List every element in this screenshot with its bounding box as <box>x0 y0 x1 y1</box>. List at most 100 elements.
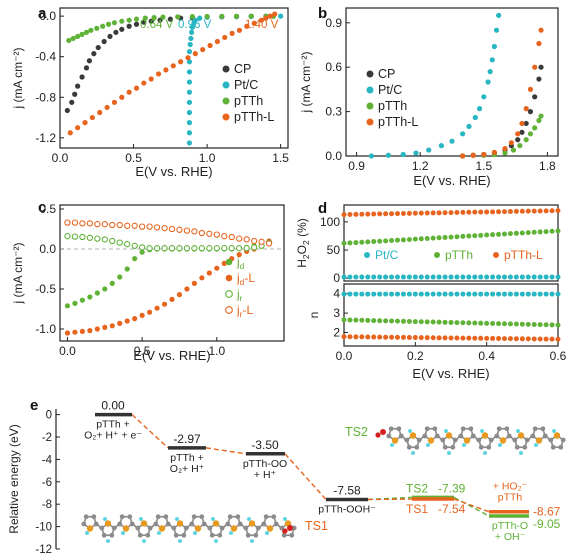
panel-b-pTTh-point <box>532 125 538 131</box>
panel-a-pTTh-point <box>160 14 166 20</box>
ylabel-part: 2 <box>301 254 311 259</box>
carbon-atom <box>207 525 213 531</box>
panel-a-pTTh-point <box>175 14 181 20</box>
carbon-atom <box>245 532 251 538</box>
oxygen-atom <box>380 429 386 435</box>
panel-d-bottom-pTTh-point <box>412 319 418 325</box>
panel-b: b0.9 1.2 1.5 1.80.00.30.60.9E(V vs. RHE)j (… <box>299 5 559 188</box>
panel-b-Pt/C-point <box>472 114 478 121</box>
panel-d-top-Pt/C-point <box>395 274 400 280</box>
panel-a-pTTh-L-point <box>119 94 125 100</box>
panel-c-legend-label: jd <box>236 255 245 271</box>
panel-a-pTTh-L-point <box>229 30 235 36</box>
panel-c-j_d-point <box>87 294 93 300</box>
panel-c-j_r-L-point <box>183 227 191 234</box>
panel-a-pTTh-point <box>83 29 90 35</box>
panel-c-j_d-point <box>79 297 85 303</box>
panel-b-Pt/C-point <box>487 69 493 75</box>
carbon-atom <box>261 521 267 527</box>
panel-d-bottom-pTTh-L-point <box>513 336 519 342</box>
panel-d-bottom-Pt/C-point <box>371 291 377 297</box>
panel-e-value-label: -7.58 <box>333 483 361 497</box>
panel-d-top-Pt/C-point <box>400 274 406 280</box>
panel-c-j_r-point <box>191 245 198 252</box>
panel-d-top-pTTh-L-point <box>389 211 395 217</box>
panel-d-top-Pt/C-point <box>466 274 472 280</box>
panel-d-bottom-pTTh-L-point <box>507 336 513 342</box>
sulfur-atom <box>517 432 525 439</box>
panel-d-top-pTTh-L-point <box>436 210 442 216</box>
hydrogen-atom <box>193 531 197 535</box>
oxygen-atom <box>287 525 293 531</box>
panel-d-top-Pt/C-point <box>531 274 537 280</box>
panel-c-j_d-L-point <box>79 328 85 334</box>
panel-c-j_r-L-point <box>265 240 273 247</box>
panel-d-bottom-pTTh-point <box>466 320 472 326</box>
panel-d-top-Pt/C-point <box>436 274 442 280</box>
panel-b-pTTh-L-point <box>502 146 508 152</box>
panel-b-Pt/C-point <box>449 138 455 144</box>
panel-a-legend-marker <box>222 81 230 89</box>
panel-d-bottom-Pt/C-point <box>525 291 531 297</box>
panel-b-xtick-label: 1.5 <box>475 159 492 173</box>
panel-c-j_r-L-point <box>109 221 116 229</box>
panel-d-top-pTTh-point <box>353 240 359 246</box>
panel-a-pTTh-L-point <box>207 42 213 49</box>
panel-d-bottom-xtick-label: 0.0 <box>336 349 353 363</box>
panel-d-bottom-pTTh-point <box>383 318 389 324</box>
panel-e-ts1-structure <box>81 514 297 543</box>
panel-c-j_r-point <box>198 245 206 252</box>
panel-b-pTTh-L-point <box>527 86 534 92</box>
hydrogen-atom <box>552 429 556 433</box>
panel-d-xlabel: E(V vs. RHE) <box>412 366 489 381</box>
panel-d-bottom-pTTh-point <box>400 318 406 324</box>
panel-d-top-pTTh-point <box>406 236 412 242</box>
panel-b-Pt/C-point <box>476 106 483 112</box>
panel-a-pTTh-L-point <box>272 11 278 17</box>
panel-c-legend-label: jr <box>236 287 243 303</box>
panel-a-pTTh-L-point <box>126 89 132 95</box>
panel-a-pTTh-L-point <box>200 46 206 53</box>
panel-b-Pt/C-point <box>385 152 391 158</box>
panel-d-top-pTTh-point <box>496 231 502 237</box>
hydrogen-atom <box>178 539 182 543</box>
panel-d-bottom-pTTh-L-point <box>502 336 507 342</box>
panel-d-top-pTTh-point <box>389 238 395 244</box>
panel-d-top-pTTh-point <box>418 236 424 242</box>
panel-e-state-label: pTTh + <box>170 452 204 464</box>
panel-c-j_r-point <box>101 236 108 243</box>
panel-c-j_d-L-point <box>87 328 93 334</box>
panel-c-j_d-point <box>124 266 130 272</box>
carbon-atom <box>386 433 392 439</box>
panel-d-top-pTTh-point <box>525 230 531 236</box>
panel-e-state-label: + OH⁻ <box>495 531 526 543</box>
sulfur-atom <box>409 432 417 439</box>
panel-d-bottom-Pt/C-point <box>502 291 507 297</box>
panel-c-j_r-L-point <box>124 222 131 229</box>
panel-c-j_r-L-point <box>161 225 168 232</box>
panel-d-legend-label: pTTh-L <box>504 248 543 262</box>
panel-d-bottom-pTTh-L-point <box>472 335 478 341</box>
panel-d-bottom-Pt/C-point <box>513 291 519 297</box>
carbon-atom <box>109 532 115 538</box>
panel-e-state-label: pTTh <box>498 492 523 504</box>
panel-e-connector <box>131 414 169 449</box>
panel-d-top-Pt/C-point <box>543 274 549 280</box>
panel-d-bottom-Pt/C-point <box>519 291 525 297</box>
panel-b-pTTh-L-point <box>523 106 529 112</box>
panel-a-pTTh-L-point <box>263 15 269 21</box>
panel-d-bottom-pTTh-L-point <box>490 335 496 341</box>
panel-a-frame <box>59 7 289 149</box>
panel-b-xtick-label: 0.9 <box>348 159 365 173</box>
panel-a-pTTh-point <box>248 13 254 19</box>
panel-d-top-pTTh-point <box>531 229 537 235</box>
panel-d-top-pTTh-point <box>442 234 448 240</box>
panel-a-xtick-label: 0.5 <box>125 151 142 165</box>
panel-d-bottom-pTTh-L-point <box>353 334 359 340</box>
panel-b-CP-point <box>536 76 542 82</box>
carbon-atom <box>227 514 233 520</box>
panel-e-ytick-label: -8 <box>42 499 52 511</box>
panel-a-pTTh-L-point <box>251 20 257 26</box>
carbon-atom <box>135 525 141 531</box>
